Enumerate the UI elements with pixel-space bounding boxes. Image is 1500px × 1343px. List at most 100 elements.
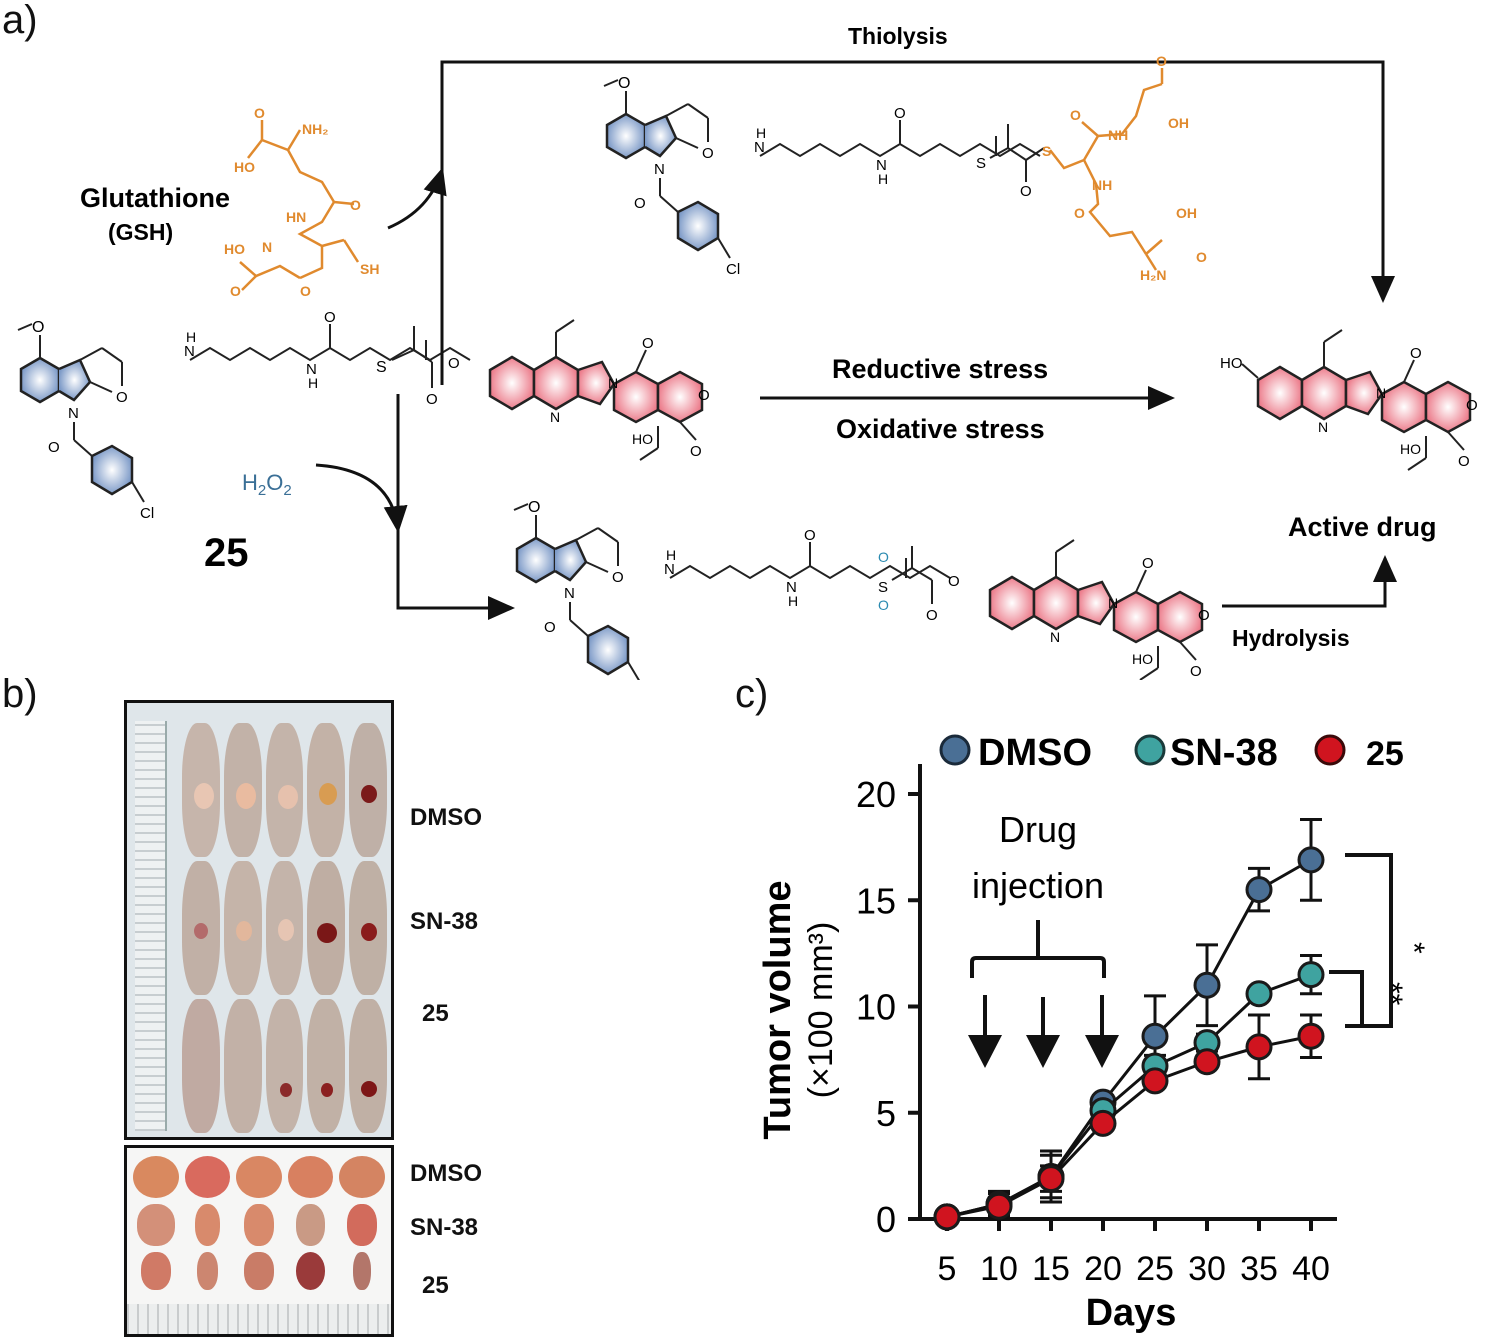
y-tick-label: 20 (856, 774, 896, 815)
svg-text:S: S (976, 155, 986, 172)
x-tick-label: 15 (1032, 1250, 1070, 1288)
x-tick-label: 20 (1084, 1250, 1122, 1288)
svg-text:N: N (262, 239, 272, 255)
mice-label-25: 25 (422, 1000, 449, 1027)
drug-injection-line2: injection (972, 865, 1104, 906)
mice-photo (124, 700, 394, 1140)
svg-text:O: O (1196, 249, 1207, 265)
svg-text:S: S (1042, 143, 1051, 159)
legend-25: 25 (1366, 735, 1404, 773)
svg-text:O: O (254, 105, 265, 121)
y-tick-label: 5 (876, 1093, 896, 1134)
data-point (1193, 1048, 1221, 1076)
y-tick-label: 10 (856, 987, 896, 1028)
svg-text:O: O (878, 549, 889, 565)
gsh-name: Glutathione (80, 183, 230, 213)
tumor-label-25: 25 (422, 1272, 449, 1299)
series-sn38 (933, 954, 1325, 1231)
svg-text:O: O (426, 391, 438, 408)
svg-text:NH₂: NH₂ (302, 121, 328, 137)
sig-bracket-outer (1345, 853, 1393, 1028)
svg-text:HO: HO (224, 241, 245, 257)
svg-text:HO: HO (1220, 355, 1243, 372)
svg-text:OH: OH (1168, 115, 1189, 131)
legend-sn38: SN-38 (1170, 732, 1278, 774)
drug-injection-line1: Drug (999, 809, 1077, 850)
svg-text:HN: HN (286, 209, 306, 225)
svg-text:O: O (1070, 107, 1081, 123)
svg-text:O: O (1020, 183, 1032, 200)
tumor-label-sn38: SN-38 (410, 1214, 479, 1241)
data-point (933, 1203, 961, 1231)
tumor-label-dmso: DMSO (410, 1160, 482, 1187)
svg-text:HO: HO (234, 159, 255, 175)
tumors-photo (124, 1145, 394, 1337)
svg-text:SH: SH (360, 261, 379, 277)
data-point (1089, 1109, 1117, 1137)
svg-text:O: O (350, 197, 361, 213)
svg-text:S: S (376, 359, 387, 376)
legend: DMSO SN-38 25 (939, 732, 1404, 774)
data-point (1245, 876, 1273, 904)
svg-text:O: O (926, 607, 938, 624)
data-point (1297, 846, 1325, 874)
svg-text:O: O (1074, 205, 1085, 221)
sig-outer: * (1397, 942, 1430, 954)
svg-text:O: O (1156, 53, 1167, 69)
mice-group (182, 723, 387, 1133)
x-tick-label: 30 (1188, 1250, 1226, 1288)
mice-label-sn38: SN-38 (410, 908, 479, 935)
svg-text:O: O (948, 573, 960, 590)
data-point (1245, 1033, 1273, 1061)
x-tick-label: 5 (938, 1250, 957, 1288)
reductive-stress-label: Reductive stress (832, 354, 1048, 384)
data-point (1037, 1165, 1065, 1193)
svg-text:NH: NH (1108, 127, 1128, 143)
svg-text:OH: OH (1176, 205, 1197, 221)
mice-label-dmso: DMSO (410, 804, 482, 831)
h2o2-label: H2O2 (242, 470, 292, 499)
ruler (135, 721, 167, 1131)
svg-text:O: O (300, 283, 311, 299)
injection-bracket (970, 920, 1106, 978)
data-point (1297, 1022, 1325, 1050)
data-point (1141, 1067, 1169, 1095)
active-drug-label: Active drug (1288, 512, 1437, 542)
panel-c-label: c) (735, 672, 769, 716)
reaction-scheme: O O N O Cl N N O O (16, 23, 1479, 680)
svg-text:O: O (230, 283, 241, 299)
oxidative-stress-label: Oxidative stress (836, 414, 1045, 444)
svg-text:O: O (448, 355, 460, 372)
series-25 (933, 1013, 1325, 1231)
ruler (127, 1304, 391, 1334)
x-axis-label: Days (1086, 1292, 1177, 1334)
svg-text:O: O (878, 597, 889, 613)
panel-a-label: a) (2, 0, 38, 42)
x-tick-label: 25 (1136, 1250, 1174, 1288)
y-tick-label: 0 (876, 1199, 896, 1240)
svg-text:S: S (878, 579, 888, 596)
thiolysis-label: Thiolysis (848, 23, 948, 49)
sig-bracket-inner (1329, 970, 1364, 1026)
y-axis-label-2: (×100 mm³) (802, 922, 840, 1099)
data-point (1193, 971, 1221, 999)
panel-b-label: b) (2, 672, 38, 716)
sig-inner: ** (1375, 982, 1408, 1006)
injection-arrows (968, 995, 1119, 1068)
legend-dmso: DMSO (978, 732, 1092, 774)
data-point (1245, 980, 1273, 1008)
data-point (1141, 1022, 1169, 1050)
y-tick-label: 15 (856, 880, 896, 921)
x-tick-label: 10 (980, 1250, 1018, 1288)
gsh-abbr: (GSH) (108, 219, 173, 245)
svg-text:NH: NH (1092, 177, 1112, 193)
hydrolysis-label: Hydrolysis (1232, 625, 1350, 651)
data-point (1297, 961, 1325, 989)
y-axis-label-1: Tumor volume (757, 881, 799, 1140)
x-tick-label: 40 (1292, 1250, 1330, 1288)
svg-text:H₂N: H₂N (1140, 267, 1166, 283)
compound-number: 25 (204, 531, 249, 575)
data-point (985, 1192, 1013, 1220)
x-tick-label: 35 (1240, 1250, 1278, 1288)
